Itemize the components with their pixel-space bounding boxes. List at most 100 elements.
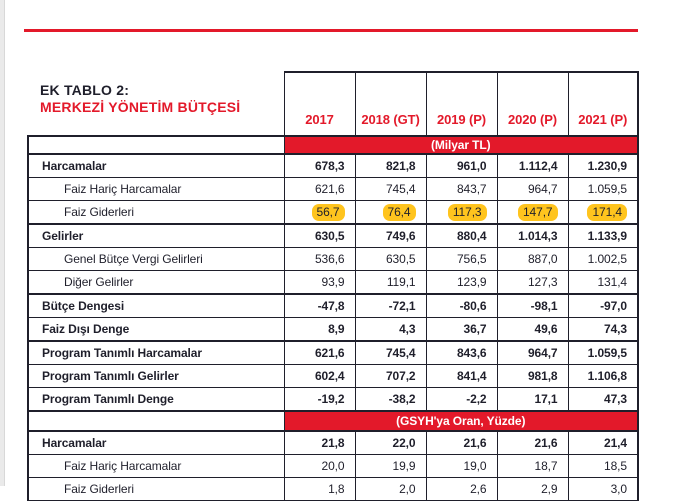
- title-line2: MERKEZİ YÖNETİM BÜTÇESİ: [40, 99, 241, 115]
- highlight-pill: 117,3: [447, 203, 487, 221]
- table-row: Faiz Giderleri 1,8 2,0 2,6 2,9 3,0: [27, 477, 639, 501]
- highlight-pill: 56,7: [311, 203, 345, 221]
- table-row: Diğer Gelirler 93,9 119,1 123,9 127,3 13…: [27, 270, 639, 295]
- value-cell: 880,4: [425, 223, 498, 248]
- year-header: 2020 (P): [496, 71, 569, 137]
- header-blank-cell: [28, 72, 284, 136]
- value-cell: 21,4: [567, 430, 639, 455]
- unit-band-gsyh: (GSYH'ya Oran, Yüzde): [283, 410, 639, 432]
- value-cell: 123,9: [425, 270, 498, 295]
- unit-band-milyar-tl: (Milyar TL): [283, 135, 639, 155]
- value-cell: 131,4: [567, 270, 639, 295]
- value-cell: -80,6: [425, 293, 498, 318]
- value-cell: 17,1: [496, 387, 569, 412]
- value-cell: 19,9: [354, 454, 427, 478]
- value-cell: 8,9: [283, 317, 356, 342]
- row-label: Faiz Dışı Denge: [27, 317, 285, 342]
- value-cell: 2,9: [496, 477, 569, 501]
- row-label: Gelirler: [27, 223, 285, 248]
- value-cell: -98,1: [496, 293, 569, 318]
- value-cell: 74,3: [567, 317, 639, 342]
- value-cell: -97,0: [567, 293, 639, 318]
- value-cell: 21,6: [425, 430, 498, 455]
- value-cell: -19,2: [283, 387, 356, 412]
- row-label: Program Tanımlı Harcamalar: [27, 340, 285, 365]
- row-label: Faiz Giderleri: [27, 200, 285, 225]
- band-label-cell: [27, 135, 285, 155]
- value-cell: 93,9: [283, 270, 356, 295]
- year-header-row: 2017 2018 (GT) 2019 (P) 2020 (P) 2021 (P…: [28, 71, 639, 137]
- value-cell: 621,6: [283, 177, 356, 201]
- value-cell: 20,0: [283, 454, 356, 478]
- value-cell: 1.059,5: [567, 177, 639, 201]
- table-title: EK TABLO 2: MERKEZİ YÖNETİM BÜTÇESİ: [40, 82, 240, 116]
- value-cell: 602,4: [283, 364, 356, 388]
- highlight-pill: 171,4: [587, 203, 627, 221]
- budget-table: 2017 2018 (GT) 2019 (P) 2020 (P) 2021 (P…: [27, 71, 639, 501]
- year-header: 2019 (P): [425, 71, 498, 137]
- value-cell: 1.230,9: [567, 153, 639, 178]
- value-cell: 47,3: [567, 387, 639, 412]
- row-label: Faiz Hariç Harcamalar: [27, 177, 285, 201]
- value-cell: 745,4: [354, 340, 427, 365]
- year-header: 2018 (GT): [354, 71, 427, 137]
- value-cell: 2,0: [354, 477, 427, 501]
- value-cell: -2,2: [425, 387, 498, 412]
- value-cell: 981,8: [496, 364, 569, 388]
- row-label: Program Tanımlı Denge: [27, 387, 285, 412]
- value-cell: 821,8: [354, 153, 427, 178]
- value-cell: 1,8: [283, 477, 356, 501]
- table-row: Faiz Hariç Harcamalar 20,0 19,9 19,0 18,…: [27, 454, 639, 478]
- band-label-cell: [27, 410, 285, 432]
- value-cell: 1.014,3: [496, 223, 569, 248]
- value-cell: 119,1: [354, 270, 427, 295]
- table-row: Faiz Dışı Denge 8,9 4,3 36,7 49,6 74,3: [27, 317, 639, 342]
- value-cell: 678,3: [283, 153, 356, 178]
- value-cell: 18,7: [496, 454, 569, 478]
- row-label: Diğer Gelirler: [27, 270, 285, 295]
- value-cell: 127,3: [496, 270, 569, 295]
- value-cell: 22,0: [354, 430, 427, 455]
- row-label: Program Tanımlı Gelirler: [27, 364, 285, 388]
- value-cell: 843,6: [425, 340, 498, 365]
- highlight-pill: 147,7: [517, 203, 558, 221]
- table-row: Faiz Giderleri 56,7 76,4 117,3 147,7 171…: [27, 200, 639, 225]
- value-cell: 4,3: [354, 317, 427, 342]
- value-cell: 171,4: [567, 200, 639, 225]
- table-row: Program Tanımlı Harcamalar 621,6 745,4 8…: [27, 340, 639, 365]
- table-row: Program Tanımlı Gelirler 602,4 707,2 841…: [27, 364, 639, 388]
- value-cell: 3,0: [567, 477, 639, 501]
- row-label: Bütçe Dengesi: [27, 293, 285, 318]
- value-cell: 49,6: [496, 317, 569, 342]
- table-row: Bütçe Dengesi -47,8 -72,1 -80,6 -98,1 -9…: [27, 293, 639, 318]
- row-label: Faiz Giderleri: [27, 477, 285, 501]
- page-edge-strip: [0, 0, 5, 486]
- value-cell: 18,5: [567, 454, 639, 478]
- value-cell: 964,7: [496, 177, 569, 201]
- row-label: Harcamalar: [27, 153, 285, 178]
- value-cell: 707,2: [354, 364, 427, 388]
- year-header: 2021 (P): [567, 71, 639, 137]
- top-red-rule: [24, 29, 638, 32]
- value-cell: 961,0: [425, 153, 498, 178]
- row-label: Faiz Hariç Harcamalar: [27, 454, 285, 478]
- table-row: Faiz Hariç Harcamalar 621,6 745,4 843,7 …: [27, 177, 639, 201]
- value-cell: 36,7: [425, 317, 498, 342]
- value-cell: 745,4: [354, 177, 427, 201]
- table-row: Gelirler 630,5 749,6 880,4 1.014,3 1.133…: [27, 223, 639, 248]
- value-cell: 621,6: [283, 340, 356, 365]
- value-cell: 630,5: [354, 247, 427, 271]
- value-cell: 1.059,5: [567, 340, 639, 365]
- value-cell: -38,2: [354, 387, 427, 412]
- value-cell: 1.133,9: [567, 223, 639, 248]
- value-cell: 19,0: [425, 454, 498, 478]
- value-cell: 117,3: [425, 200, 498, 225]
- row-label: Genel Bütçe Vergi Gelirleri: [27, 247, 285, 271]
- value-cell: -47,8: [283, 293, 356, 318]
- table-row: Genel Bütçe Vergi Gelirleri 536,6 630,5 …: [27, 247, 639, 271]
- value-cell: 756,5: [425, 247, 498, 271]
- value-cell: 147,7: [496, 200, 569, 225]
- year-header: 2017: [283, 71, 356, 137]
- value-cell: 964,7: [496, 340, 569, 365]
- value-cell: 536,6: [283, 247, 356, 271]
